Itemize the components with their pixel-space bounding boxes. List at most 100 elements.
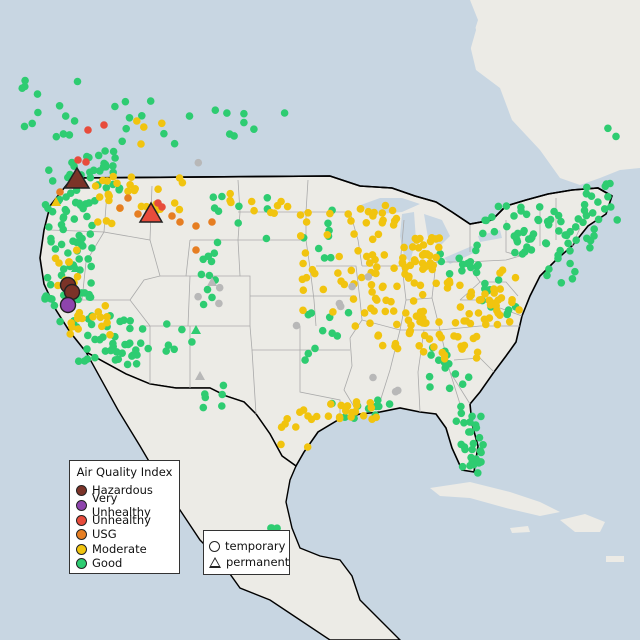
station-moderate (75, 308, 84, 317)
station-good (230, 132, 238, 140)
station-moderate (466, 319, 475, 328)
station-good (56, 317, 64, 326)
station-good (520, 226, 528, 235)
aqi-legend: Air Quality Index Hazardous Very Unhealt… (69, 460, 180, 574)
station-good (374, 396, 382, 405)
station-moderate (296, 232, 305, 240)
station-moderate (301, 249, 310, 257)
station-good (170, 139, 179, 148)
station-no-data (348, 282, 356, 291)
station-good (43, 273, 52, 282)
station-good (473, 241, 481, 250)
station-good (109, 147, 118, 156)
station-good (86, 230, 95, 238)
station-good (582, 190, 591, 198)
jamaica (510, 526, 530, 533)
station-moderate (435, 330, 444, 339)
station-good (318, 326, 327, 335)
station-moderate (54, 281, 62, 290)
station-good (210, 249, 219, 257)
station-moderate (432, 279, 441, 288)
station-no-data (369, 373, 377, 382)
station-good (188, 338, 196, 346)
station-moderate (106, 331, 114, 339)
station-good (554, 251, 562, 259)
station-no-data (391, 387, 400, 396)
station-moderate (65, 258, 73, 266)
station-good (528, 233, 536, 242)
station-moderate (178, 178, 187, 187)
station-moderate (137, 140, 145, 148)
station-good (57, 221, 66, 229)
station-good (510, 212, 518, 220)
station-moderate (277, 197, 285, 206)
station-good (612, 132, 620, 141)
station-good (385, 400, 394, 408)
station-moderate (367, 281, 376, 289)
station-good (109, 162, 117, 170)
station-good (535, 203, 544, 211)
station-good (88, 244, 96, 252)
station-good (218, 192, 226, 201)
station-moderate (99, 176, 107, 185)
station-good (138, 325, 147, 333)
station-good (481, 216, 489, 225)
station-good (87, 262, 95, 271)
station-moderate (393, 282, 401, 291)
station-good (80, 357, 89, 365)
station-good (583, 234, 591, 243)
station-good (160, 129, 168, 138)
station-moderate (450, 332, 458, 340)
station-good (470, 460, 478, 469)
station-moderate (482, 320, 490, 329)
station-good (566, 247, 574, 255)
station-good (344, 308, 353, 317)
station-moderate (409, 297, 418, 305)
station-good (590, 225, 598, 233)
station-good (84, 255, 92, 263)
legend-item-very-unhealthy: Very Unhealthy (76, 491, 179, 519)
station-moderate (419, 348, 428, 356)
permanent-label: permanent (226, 555, 290, 569)
station-good (582, 211, 591, 220)
station-good (476, 447, 485, 455)
station-moderate (170, 199, 179, 207)
station-moderate (104, 191, 113, 200)
station-good (458, 380, 467, 389)
station-moderate (472, 332, 481, 341)
station-moderate (494, 309, 502, 318)
station-moderate (357, 273, 366, 282)
station-good (468, 445, 477, 454)
station-good (458, 462, 467, 471)
station-moderate (292, 423, 300, 431)
station-good (83, 345, 91, 353)
station-good (425, 372, 434, 381)
station-moderate (326, 209, 334, 218)
station-good (21, 82, 29, 91)
station-good (70, 215, 79, 223)
station-usg (208, 218, 216, 226)
very-unhealthy-swatch (76, 499, 87, 511)
station-good (101, 160, 110, 169)
station-no-data (364, 273, 373, 281)
station-moderate (419, 241, 428, 249)
temporary-label: temporary (225, 539, 286, 553)
station-good (213, 238, 222, 247)
station-moderate (94, 218, 102, 226)
station-good (61, 112, 70, 120)
station-moderate (389, 307, 398, 315)
station-good (87, 279, 95, 287)
station-good (138, 112, 146, 120)
station-moderate (493, 320, 502, 329)
station-good (126, 324, 134, 333)
station-moderate (392, 214, 401, 223)
station-moderate (299, 406, 308, 414)
station-good (580, 200, 589, 209)
station-good (541, 239, 550, 247)
station-good (146, 97, 155, 105)
station-moderate (337, 277, 345, 286)
station-good (427, 351, 435, 359)
legend-item-permanent: permanent (209, 555, 289, 569)
station-good (122, 124, 130, 133)
